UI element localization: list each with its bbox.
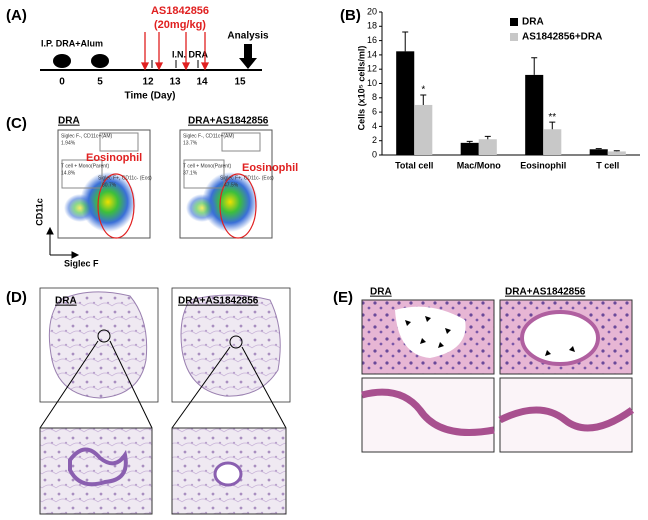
error-bar — [613, 150, 620, 152]
bar-chart: 0 2 4 6 8 10 12 14 16 18 20 Total cell * Mac/Mono Eosi… — [367, 6, 640, 170]
panel-label: (E) — [333, 289, 353, 306]
day-label: 12 — [142, 77, 154, 88]
panel-label: (A) — [6, 7, 27, 24]
error-bar — [466, 140, 473, 143]
significance: * — [421, 85, 425, 96]
section-title: DRA — [55, 296, 77, 307]
panel-label: (C) — [6, 115, 27, 132]
bar — [543, 129, 562, 155]
legend-label: DRA — [522, 17, 544, 28]
y-tick-label: 16 — [367, 35, 377, 45]
gate-pct: 14.8% — [61, 170, 76, 176]
legend-swatch — [510, 18, 518, 26]
y-tick-label: 12 — [367, 64, 377, 74]
cell-cloud — [202, 172, 258, 232]
legend-swatch — [510, 33, 518, 41]
gate-label: T cell + Mono(Parent) — [61, 163, 109, 169]
axis-arrows — [46, 226, 80, 259]
gate-label: T cell + Mono(Parent) — [183, 163, 231, 169]
bar — [478, 139, 497, 155]
plot-title: DRA+AS1842856 — [188, 116, 269, 127]
gate-pct: 13.7% — [183, 140, 198, 146]
plot-title: DRA — [58, 116, 80, 127]
panel-label: (D) — [6, 289, 27, 306]
error-bar — [420, 94, 427, 105]
error-bar — [402, 31, 409, 52]
cell-cloud — [186, 194, 218, 222]
x-tick-label: T cell — [596, 160, 619, 170]
cell-cloud — [80, 172, 136, 232]
gate — [99, 132, 139, 152]
dose-label: (20mg/kg) — [154, 19, 206, 31]
population-label: Eosinophil — [86, 152, 142, 164]
lung-sections — [39, 287, 291, 515]
gate — [61, 159, 103, 189]
x-tick-label: Eosinophil — [520, 160, 566, 170]
x-axis-label: Siglec F — [64, 258, 99, 268]
cell-cloud — [64, 194, 96, 222]
gate-label: Siglec F+, CD11c- (Eos) — [220, 175, 274, 181]
bar — [607, 151, 626, 155]
gate-pct: 1.94% — [61, 140, 76, 146]
y-tick-label: 2 — [372, 135, 377, 145]
significance: ** — [548, 112, 556, 123]
y-tick-label: 10 — [367, 78, 377, 88]
error-bar — [484, 135, 491, 140]
drug-label: AS1842856 — [151, 5, 209, 17]
bar — [414, 104, 433, 155]
x-tick-label: Mac/Mono — [457, 160, 502, 170]
x-tick-label: Total cell — [395, 160, 433, 170]
y-tick-label: 4 — [372, 121, 377, 131]
time-axis-label: Time (Day) — [125, 91, 176, 102]
error-bar — [531, 57, 538, 75]
y-tick-label: 20 — [367, 6, 377, 16]
challenge-label: I.N. DRA — [172, 49, 209, 59]
y-tick-label: 18 — [367, 21, 377, 31]
sensitization-label: I.P. DRA+Alum — [41, 38, 103, 48]
y-tick-label: 0 — [372, 149, 377, 159]
y-tick-label: 8 — [372, 92, 377, 102]
eosinophil-gate — [97, 173, 135, 239]
bar — [396, 51, 415, 156]
error-bar — [595, 148, 602, 150]
day-label: 14 — [196, 77, 208, 88]
histology-title: DRA — [370, 287, 392, 298]
gate-pct: 80.7% — [102, 182, 117, 188]
gate-pct: 37.1% — [183, 170, 198, 176]
y-tick-label: 6 — [372, 106, 377, 116]
analysis-label: Analysis — [227, 31, 269, 42]
bar — [525, 74, 544, 155]
day-label: 13 — [169, 77, 181, 88]
population-label: Eosinophil — [242, 162, 298, 174]
day-label: 15 — [234, 77, 246, 88]
histology — [361, 299, 635, 453]
gate-label: Siglec F+, CD11c- (Eos) — [98, 175, 152, 181]
bar — [589, 149, 608, 155]
gate-label: Siglec F-, CD11c+(AM) — [61, 133, 113, 139]
y-axis-label: Cells (x10⁵ cells/ml) — [356, 46, 366, 131]
gate — [183, 159, 225, 189]
day-label: 0 — [59, 77, 65, 88]
histology-title: DRA+AS1842856 — [505, 287, 586, 298]
eosinophil-gate — [219, 173, 257, 239]
bar — [460, 142, 479, 155]
day-label: 5 — [97, 77, 103, 88]
panel-label: (B) — [340, 7, 361, 24]
timeline — [40, 32, 262, 71]
error-bar — [549, 121, 556, 130]
gate-pct: 47.5% — [224, 182, 239, 188]
gate-label: Siglec F-, CD11c+(AM) — [183, 133, 235, 139]
y-axis-label: CD11c — [34, 198, 44, 226]
section-title: DRA+AS1842856 — [178, 296, 259, 307]
legend-label: AS1842856+DRA — [522, 32, 602, 43]
y-tick-label: 14 — [367, 49, 377, 59]
gate — [221, 132, 261, 152]
